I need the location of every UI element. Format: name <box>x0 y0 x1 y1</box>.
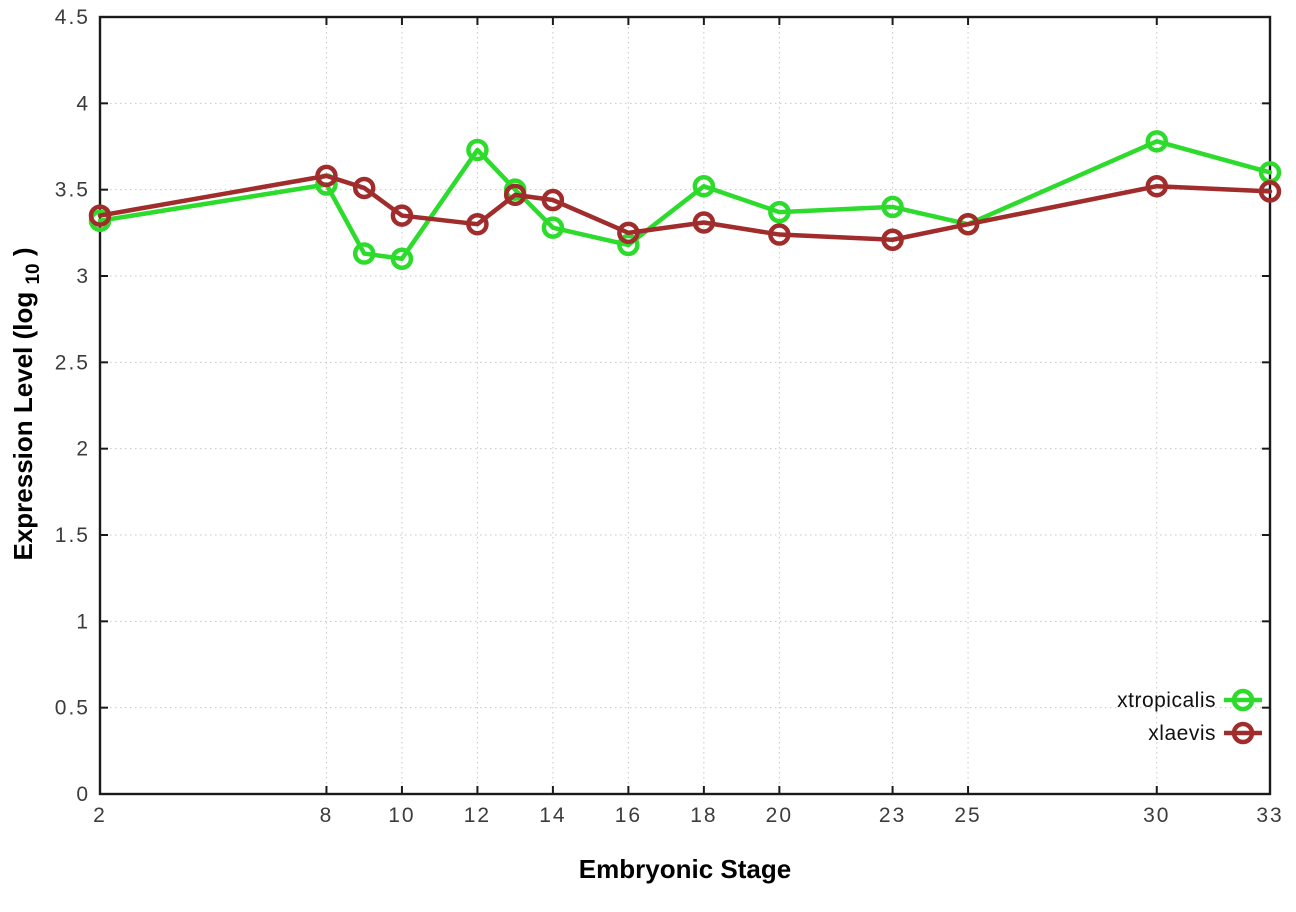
y-axis-label-close: ) <box>8 247 38 256</box>
data-point-xlaevis-stage-13 <box>503 183 527 207</box>
data-point-xtropicalis-stage-10 <box>390 247 414 270</box>
y-tick-label: 4.5 <box>55 6 90 29</box>
plot-border <box>98 15 1272 796</box>
tick-marks-layer <box>99 16 1271 795</box>
data-point-xlaevis-stage-23 <box>881 228 904 251</box>
legend-marker-xlaevis <box>1231 721 1255 745</box>
x-tick-label: 10 <box>388 804 415 827</box>
data-point-xlaevis-stage-10 <box>390 204 414 227</box>
data-point-xlaevis-stage-20 <box>768 223 791 246</box>
y-tick-label: 0.5 <box>55 697 90 720</box>
y-tick-label: 2 <box>76 438 90 461</box>
x-tick-label: 30 <box>1143 804 1170 827</box>
data-point-xlaevis-stage-14 <box>541 188 565 212</box>
x-tick-label: 23 <box>879 804 906 827</box>
x-tick-label: 18 <box>690 804 717 827</box>
series-layer <box>88 130 1282 270</box>
data-point-xtropicalis-stage-16 <box>617 233 640 257</box>
x-tick-label: 2 <box>93 804 107 827</box>
data-point-xtropicalis-stage-23 <box>881 195 904 219</box>
x-tick-label: 16 <box>615 804 642 827</box>
data-point-xlaevis-stage-18 <box>692 211 716 234</box>
data-point-xtropicalis-stage-20 <box>768 200 791 224</box>
x-tick-label: 33 <box>1256 804 1283 827</box>
data-point-xlaevis-stage-33 <box>1258 180 1282 203</box>
data-point-xlaevis-stage-9 <box>352 176 376 200</box>
y-axis-label-main: Expression Level (log <box>8 292 38 561</box>
grid-layer <box>99 16 1271 795</box>
y-tick-label: 4 <box>76 92 90 115</box>
data-point-xlaevis-stage-30 <box>1145 174 1169 198</box>
y-tick-label: 0 <box>76 783 90 806</box>
y-tick-label: 2.5 <box>55 351 90 374</box>
data-point-xtropicalis-stage-14 <box>541 216 565 239</box>
legend: xtropicalis xlaevis <box>1117 688 1262 745</box>
data-point-xtropicalis-stage-9 <box>352 242 376 265</box>
x-tick-label: 8 <box>320 804 334 827</box>
series-line-xtropicalis <box>97 139 1273 261</box>
series-line-xlaevis <box>97 173 1273 242</box>
legend-label-xtropicalis: xtropicalis <box>1117 689 1216 712</box>
x-axis-label: Embryonic Stage <box>579 854 791 884</box>
y-tick-label: 1 <box>76 610 90 633</box>
tick-labels-layer: 2 8 10 12 14 16 18 20 23 25 30 33 0 0.5 1 1.5 2 2.5 3 3.5 4 4… <box>55 6 1283 827</box>
data-point-xlaevis-stage-2 <box>88 204 112 227</box>
legend-marker-xtropicalis <box>1231 688 1255 712</box>
data-point-xlaevis-stage-25 <box>956 212 980 236</box>
legend-item-xtropicalis: xtropicalis <box>1117 688 1262 712</box>
data-point-xtropicalis-stage-18 <box>692 174 716 198</box>
y-axis-label-subscript: 10 <box>23 263 44 284</box>
legend-item-xlaevis: xlaevis <box>1148 721 1262 745</box>
x-tick-label: 12 <box>464 804 491 827</box>
y-axis-label: Expression Level (log 10 ) <box>8 247 45 560</box>
data-point-xlaevis-stage-12 <box>466 212 489 236</box>
x-tick-label: 20 <box>766 804 793 827</box>
legend-label-xlaevis: xlaevis <box>1148 722 1216 745</box>
data-point-xtropicalis-stage-30 <box>1145 130 1169 153</box>
y-tick-label: 3.5 <box>55 179 90 202</box>
data-point-xlaevis-stage-16 <box>617 221 640 245</box>
data-point-xlaevis-stage-8 <box>315 164 338 188</box>
y-tick-label: 3 <box>76 265 90 288</box>
x-tick-label: 14 <box>539 804 566 827</box>
data-point-xtropicalis-stage-12 <box>466 138 489 162</box>
y-tick-label: 1.5 <box>55 524 90 547</box>
x-tick-label: 25 <box>954 804 981 827</box>
